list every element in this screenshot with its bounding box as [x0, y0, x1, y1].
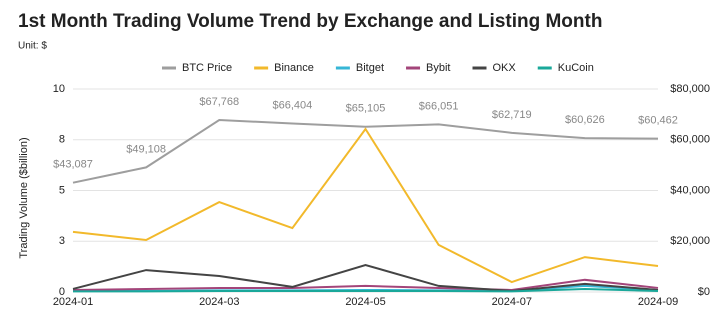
x-tick-label: 2024-01 [53, 296, 93, 308]
x-tick-label: 2024-03 [199, 296, 239, 308]
series-line [72, 263, 659, 292]
x-tick-label: 2024-09 [638, 296, 678, 308]
legend-label: Bybit [426, 62, 450, 74]
legend-label: Bitget [356, 62, 384, 74]
series-line [72, 119, 659, 184]
data-label: $62,719 [492, 109, 532, 121]
y2-tick-label: $40,000 [670, 184, 710, 196]
x-tick-label: 2024-07 [492, 296, 532, 308]
legend-label: KuCoin [558, 62, 594, 74]
y-tick-label: 3 [59, 235, 65, 247]
data-label: $67,768 [199, 96, 239, 108]
legend-label: Binance [274, 62, 314, 74]
series-line [72, 127, 659, 284]
data-label: $43,087 [53, 159, 93, 171]
legend-label: BTC Price [182, 62, 232, 74]
chart-title: 1st Month Trading Volume Trend by Exchan… [18, 11, 602, 32]
y-tick-label: 0 [59, 286, 65, 298]
y2-tick-label: $80,000 [670, 83, 710, 95]
data-label: $66,051 [419, 100, 459, 112]
legend-label: OKX [493, 62, 517, 74]
y2-tick-label: $0 [698, 286, 710, 298]
y-axis-label: Trading Volume ($billion) [18, 137, 30, 258]
data-label: $60,462 [638, 114, 678, 126]
y2-tick-label: $60,000 [670, 134, 710, 146]
series-line [73, 287, 659, 293]
data-label: $60,626 [565, 114, 605, 126]
x-tick-label: 2024-05 [345, 296, 385, 308]
y-tick-label: 10 [53, 83, 65, 95]
data-label: $66,404 [272, 99, 312, 111]
series-line [72, 278, 659, 291]
data-label: $65,105 [346, 103, 386, 115]
y2-tick-label: $20,000 [670, 235, 710, 247]
y-tick-label: 8 [59, 134, 65, 146]
subtitle: Unit: $ [18, 41, 47, 52]
data-label: $49,108 [126, 143, 166, 155]
y-tick-label: 5 [59, 184, 65, 196]
